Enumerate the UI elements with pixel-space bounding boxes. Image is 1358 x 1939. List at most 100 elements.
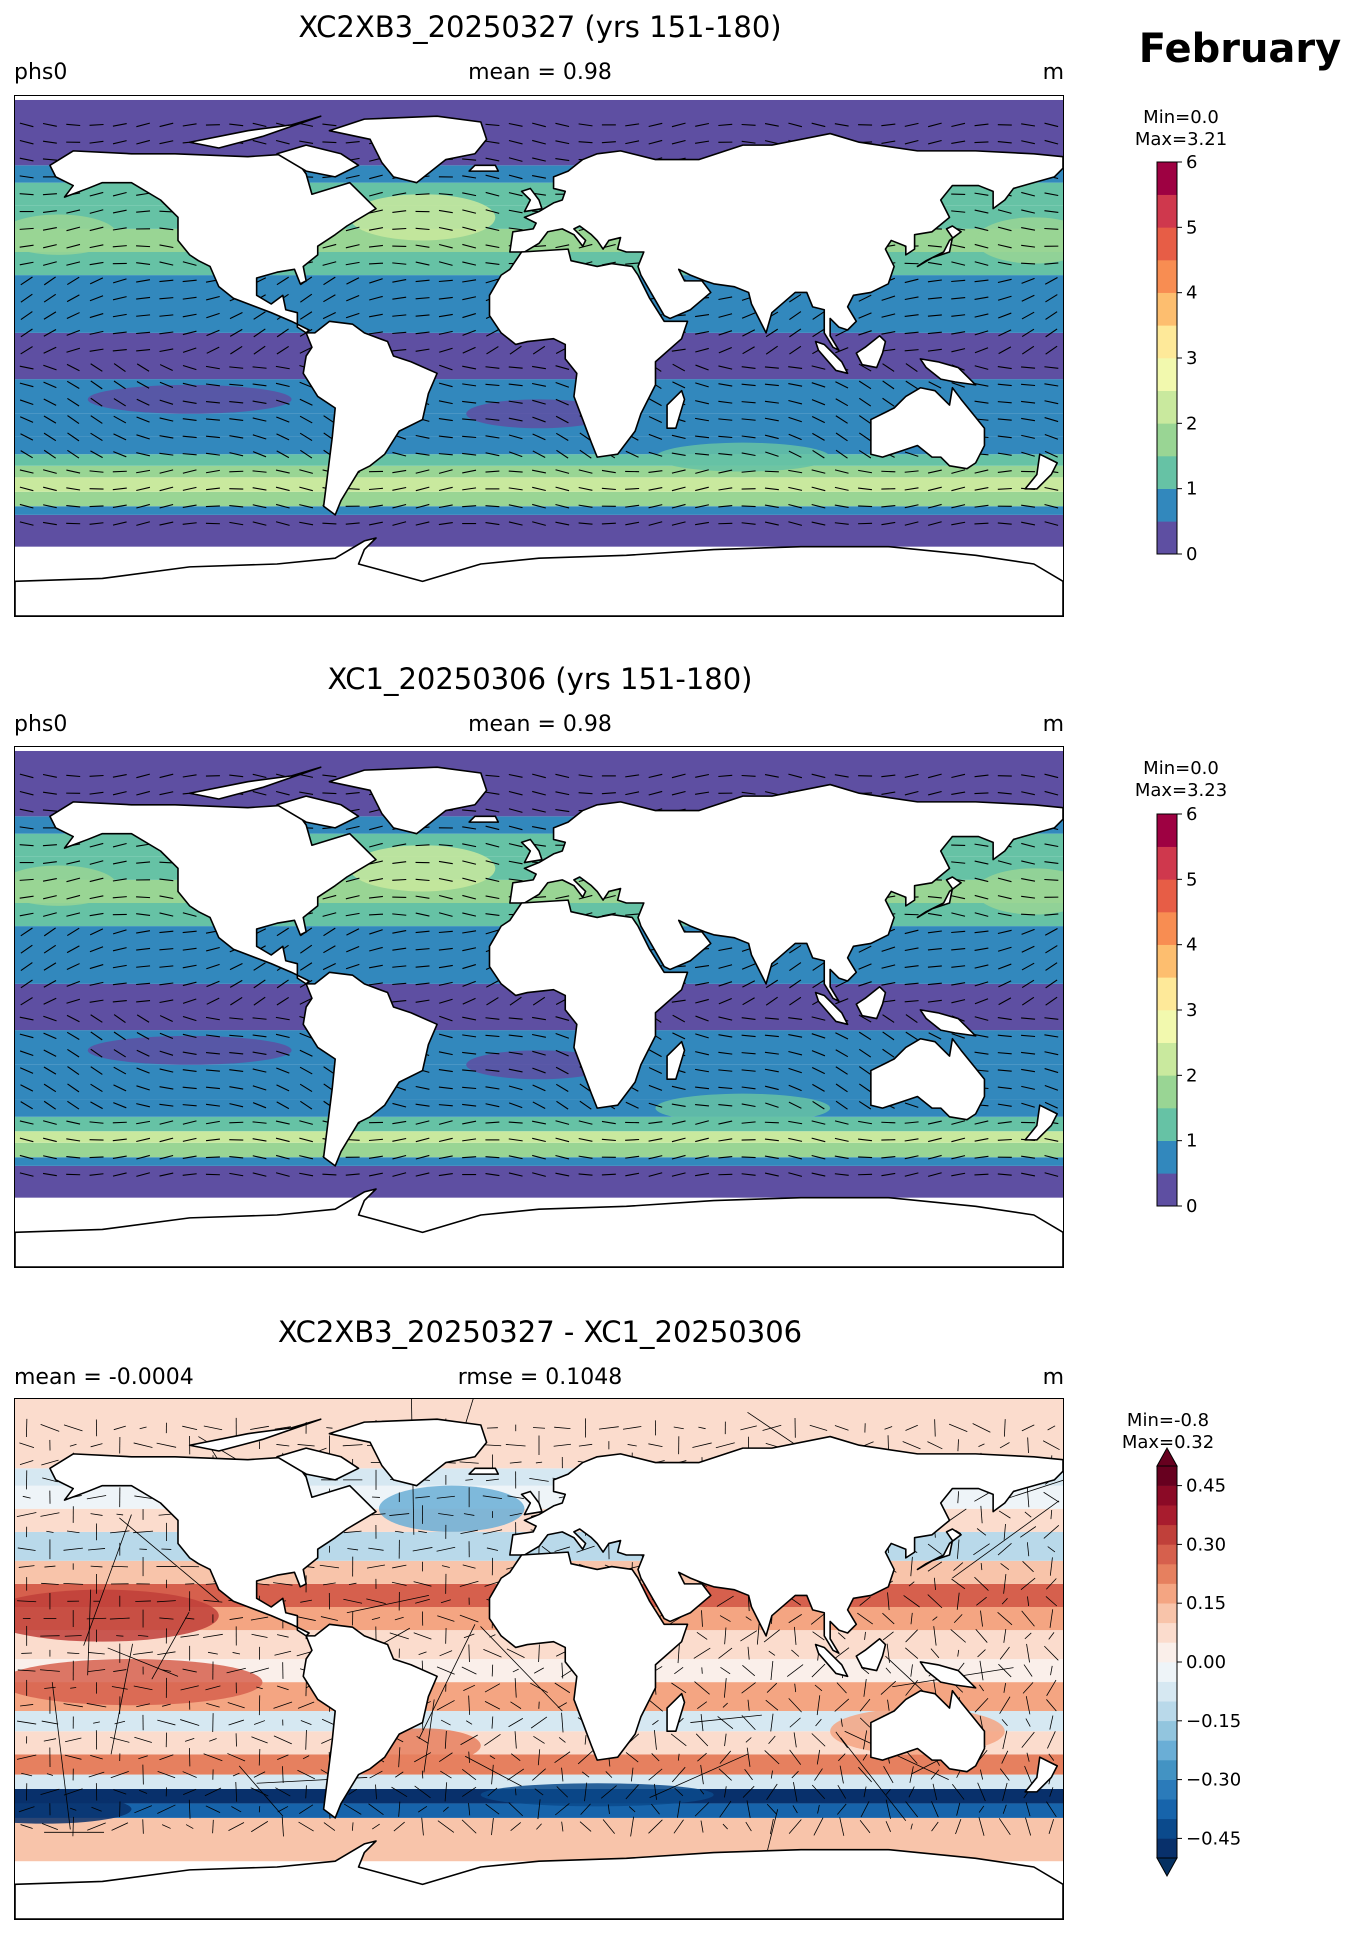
vector-arrow — [136, 1154, 150, 1160]
vector-arrow — [438, 1069, 453, 1073]
vector-arrow — [136, 363, 150, 372]
vector-arrow — [463, 1513, 475, 1516]
vector-arrow — [159, 227, 174, 231]
vector-arrow — [673, 1819, 684, 1834]
vector-arrow — [930, 1769, 940, 1780]
vector-arrow — [1048, 1753, 1055, 1761]
vector-arrow — [22, 1495, 31, 1499]
vector-arrow — [206, 1702, 220, 1708]
vector-arrow — [112, 999, 127, 1003]
colorbar-tick-label: 3 — [1186, 1000, 1197, 1021]
vector-arrow — [276, 1444, 290, 1447]
vector-arrow — [974, 1034, 989, 1038]
vector-arrow — [462, 980, 476, 987]
vector-arrow — [67, 415, 80, 424]
vector-arrow — [86, 1703, 107, 1708]
vector-arrow — [112, 774, 127, 778]
vector-arrow — [156, 1600, 176, 1603]
vector-arrow — [90, 1101, 103, 1110]
vector-arrow — [835, 1049, 849, 1058]
vector-arrow — [345, 226, 360, 232]
vector-arrow — [89, 895, 104, 900]
vector-arrow — [1002, 1730, 1008, 1750]
vector-arrow — [741, 401, 756, 404]
vector-arrow — [229, 504, 244, 508]
field-band — [15, 1131, 1063, 1143]
vector-arrow — [576, 1545, 595, 1553]
land-south-america — [302, 320, 438, 516]
vector-arrow — [839, 1817, 845, 1836]
vector-arrow — [903, 1595, 920, 1608]
vector-arrow-long — [51, 1682, 71, 1830]
vector-arrow — [182, 364, 197, 371]
vector-arrow — [415, 1103, 430, 1107]
vector-arrow — [250, 1616, 269, 1621]
colorbar-segment — [1157, 879, 1177, 913]
vector-arrow — [159, 930, 174, 934]
vector-arrow — [392, 843, 407, 848]
vector-arrow — [555, 1803, 570, 1816]
vector-arrow — [462, 1086, 477, 1090]
field-blob — [15, 1589, 219, 1642]
vector-arrow — [462, 947, 477, 952]
vector-arrow — [601, 1138, 616, 1142]
vector-arrow — [16, 1754, 37, 1760]
vector-arrow — [88, 1652, 105, 1655]
vector-arrow — [159, 791, 174, 796]
vector-arrow — [765, 451, 779, 457]
vector-arrow — [718, 123, 733, 127]
vector-arrow — [252, 434, 267, 440]
vector-arrow — [67, 397, 80, 407]
vector-arrow — [275, 1033, 290, 1039]
colorbar-segment — [1157, 1838, 1177, 1859]
vector-arrow — [345, 791, 360, 795]
vector-arrow — [182, 453, 197, 456]
vector-arrow — [345, 140, 360, 144]
vector-arrow — [159, 521, 174, 526]
vector-arrow — [765, 979, 779, 989]
vector-arrow — [555, 244, 570, 249]
vector-arrow — [951, 521, 966, 526]
vector-arrow — [974, 522, 989, 525]
vector-arrow — [718, 1103, 733, 1107]
vector-arrow — [182, 486, 197, 491]
vector-arrow — [1001, 1719, 1008, 1727]
vector-arrow — [839, 1765, 844, 1784]
vector-arrow — [251, 1821, 269, 1833]
vector-arrow — [276, 1084, 290, 1092]
vector-arrow — [1044, 521, 1059, 526]
vector-arrow — [858, 1031, 872, 1041]
vector-arrow — [1044, 122, 1059, 128]
vector-arrow — [136, 452, 150, 457]
vector-arrow — [904, 470, 919, 473]
vector-arrow — [532, 365, 546, 370]
vector-arrow — [276, 450, 290, 459]
vector-arrow — [561, 1767, 564, 1782]
vector-arrow — [508, 878, 523, 882]
vector-arrow — [438, 261, 453, 266]
vector-arrow — [671, 1120, 686, 1125]
vector-arrow — [1044, 486, 1059, 491]
vector-arrow — [89, 860, 104, 865]
vector-arrow — [159, 895, 174, 900]
vector-arrow — [789, 1717, 801, 1728]
vector-arrow — [741, 366, 756, 369]
colorbar-segment — [1157, 194, 1177, 228]
vector-arrow — [764, 400, 779, 404]
vector-arrow — [438, 209, 453, 214]
vector-arrow — [1021, 451, 1035, 457]
vector-arrow — [1044, 277, 1058, 285]
colorbar-tick-label: 4 — [1186, 283, 1197, 304]
vector-arrow — [601, 1120, 616, 1125]
vector-arrow — [671, 790, 686, 796]
vector-arrow — [252, 504, 267, 509]
vector-arrow — [1021, 123, 1036, 127]
vector-arrow — [484, 1683, 501, 1693]
vector-arrow — [368, 331, 383, 335]
vector-arrow — [369, 191, 383, 197]
vector-arrow — [928, 1137, 942, 1143]
vector-arrow — [556, 1786, 569, 1798]
colorbar-segment — [1157, 521, 1177, 555]
vector-arrow — [182, 469, 197, 474]
vector-arrow — [112, 209, 127, 214]
